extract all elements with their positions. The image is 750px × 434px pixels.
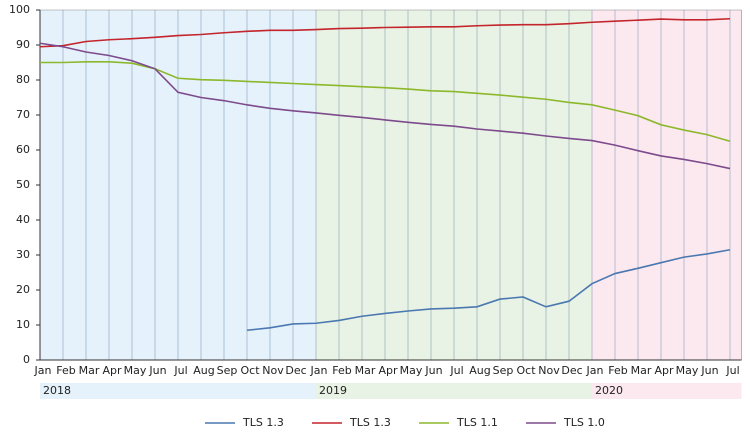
x-tick-label: Jan — [310, 364, 328, 377]
x-tick-label: Jun — [148, 364, 166, 377]
x-tick-label: Oct — [240, 364, 260, 377]
legend-label: TLS 1.3 — [349, 416, 391, 429]
x-tick-label: Aug — [193, 364, 214, 377]
year-label-band — [592, 383, 742, 399]
year-label: 2018 — [43, 384, 71, 397]
x-tick-label: Nov — [538, 364, 560, 377]
year-label: 2019 — [319, 384, 347, 397]
x-tick-label: Mar — [631, 364, 652, 377]
series-line — [39, 42, 731, 170]
x-tick-label: Jul — [173, 364, 187, 377]
x-tick-label: May — [400, 364, 423, 377]
x-tick-label: Jul — [725, 364, 739, 377]
x-tick-label: Sep — [493, 364, 514, 377]
x-tick-label: Mar — [355, 364, 376, 377]
y-tick-label: 70 — [16, 108, 30, 121]
x-tick-label: Dec — [285, 364, 306, 377]
x-tick-label: Jun — [700, 364, 718, 377]
x-tick-label: Feb — [56, 364, 75, 377]
y-tick-label: 50 — [16, 178, 30, 191]
x-tick-label: Jun — [424, 364, 442, 377]
x-tick-label: Oct — [516, 364, 536, 377]
x-tick-label: Feb — [608, 364, 627, 377]
y-tick-label: 80 — [16, 73, 30, 86]
legend-label: TLS 1.3 — [242, 416, 284, 429]
y-tick-label: 100 — [9, 3, 30, 16]
x-tick-label: Mar — [79, 364, 100, 377]
year-label: 2020 — [595, 384, 623, 397]
y-tick-label: 40 — [16, 213, 30, 226]
x-tick-label: Sep — [217, 364, 238, 377]
year-label-band — [316, 383, 592, 399]
y-tick-label: 60 — [16, 143, 30, 156]
legend-label: TLS 1.0 — [563, 416, 605, 429]
x-tick-label: Jul — [449, 364, 463, 377]
series-line — [246, 248, 731, 332]
y-tick-label: 90 — [16, 38, 30, 51]
x-tick-label: Dec — [561, 364, 582, 377]
year-label-band — [40, 383, 316, 399]
y-tick-label: 0 — [23, 353, 30, 366]
x-tick-label: Feb — [332, 364, 351, 377]
x-tick-label: Apr — [102, 364, 122, 377]
y-tick-label: 10 — [16, 318, 30, 331]
x-tick-label: Jan — [586, 364, 604, 377]
x-tick-label: Apr — [378, 364, 398, 377]
y-tick-label: 20 — [16, 283, 30, 296]
series-line — [39, 17, 731, 48]
x-tick-label: Apr — [654, 364, 674, 377]
x-tick-label: Aug — [469, 364, 490, 377]
y-tick-label: 30 — [16, 248, 30, 261]
x-tick-label: May — [124, 364, 147, 377]
x-tick-label: Jan — [34, 364, 52, 377]
year-band — [592, 10, 742, 360]
x-tick-label: May — [676, 364, 699, 377]
x-tick-label: Nov — [262, 364, 284, 377]
legend-label: TLS 1.1 — [456, 416, 498, 429]
